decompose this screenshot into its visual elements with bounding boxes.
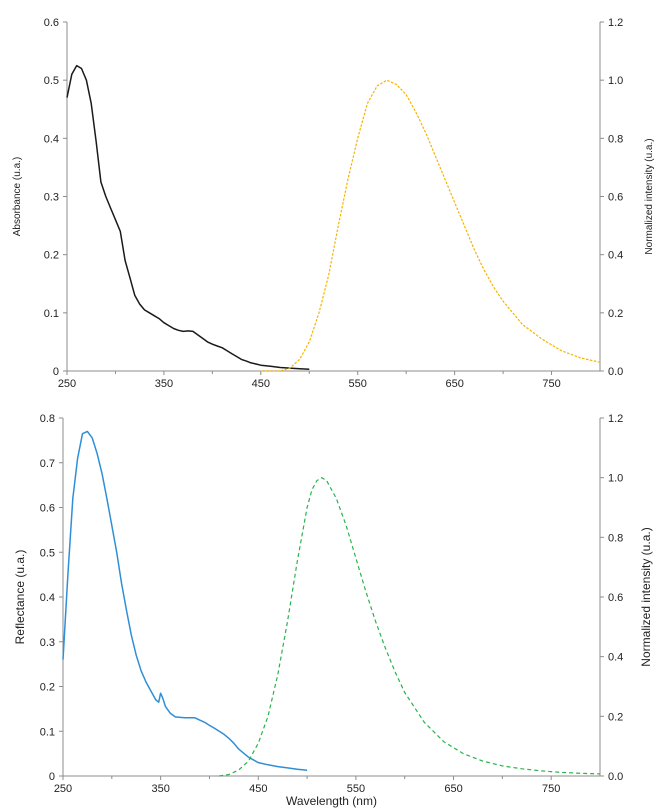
x-tick-label: 750 [542, 378, 560, 390]
reflectance-series-line [62, 430, 308, 771]
y-tick-label: 0.5 [44, 75, 59, 87]
y-tick-label: 0.8 [40, 413, 55, 425]
y-tick-label: 0 [53, 366, 59, 378]
y2-tick-label: 0.0 [608, 771, 623, 783]
y-tick-label: 0.5 [40, 547, 55, 559]
x-tick-label: 750 [542, 783, 560, 795]
x-tick-label: 250 [54, 783, 72, 795]
y-axis-title: Reflectance (u.a.) [13, 550, 27, 645]
y2-axis-title: Normalized intensity (u.a.) [644, 138, 655, 254]
y2-tick-label: 0.4 [608, 250, 623, 262]
x-tick-label: 550 [347, 783, 365, 795]
y2-tick-label: 1.0 [608, 473, 623, 485]
x-tick-label: 250 [58, 378, 76, 390]
y-tick-label: 0.2 [40, 682, 55, 694]
y2-tick-label: 0.0 [608, 366, 623, 378]
x-tick-label: 650 [445, 378, 463, 390]
x-axis-title: Wavelength (nm) [286, 794, 377, 808]
y-tick-label: 0.3 [40, 637, 55, 649]
y-tick-label: 0.7 [40, 458, 55, 470]
y-tick-label: 0.3 [44, 192, 59, 204]
emission-series-line [219, 477, 601, 777]
emission-series-line [260, 79, 601, 372]
y2-axis-title: Normalized intensity (u.a.) [639, 527, 653, 666]
absorbance-chart-panel: 250 350 450 550 650 750 0 0.1 0.2 0.3 0.4 0.5 0.6 0.0… [12, 17, 655, 390]
y-tick-label: 0.1 [44, 308, 59, 320]
y-tick-label: 0.2 [44, 250, 59, 262]
y2-tick-label: 0.4 [608, 652, 623, 664]
y2-tick-label: 0.6 [608, 192, 623, 204]
y-tick-label: 0.4 [44, 133, 59, 145]
x-tick-label: 450 [249, 783, 267, 795]
y2-tick-label: 0.2 [608, 308, 623, 320]
y2-tick-label: 0.8 [608, 133, 623, 145]
x-tick-label: 550 [349, 378, 367, 390]
x-tick-label: 350 [155, 378, 173, 390]
y-tick-label: 0.1 [40, 726, 55, 738]
reflectance-chart-panel: 250 350 450 550 650 750 0 0.1 0.2 0.3 0.4 0.5 0.6 0.7… [13, 413, 653, 808]
y-tick-label: 0.6 [40, 503, 55, 515]
y2-tick-label: 1.0 [608, 75, 623, 87]
y2-tick-label: 1.2 [608, 17, 623, 29]
y2-tick-label: 1.2 [608, 413, 623, 425]
y2-tick-label: 0.6 [608, 592, 623, 604]
y2-tick-label: 0.2 [608, 711, 623, 723]
x-tick-label: 650 [444, 783, 462, 795]
y-tick-label: 0.4 [40, 592, 55, 604]
y2-tick-label: 0.8 [608, 532, 623, 544]
y-tick-label: 0 [49, 771, 55, 783]
x-tick-label: 450 [252, 378, 270, 390]
y-axis-title: Absorbance (u.a.) [12, 157, 23, 237]
y-tick-label: 0.6 [44, 17, 59, 29]
x-tick-label: 350 [151, 783, 169, 795]
absorbance-series-line [66, 64, 310, 371]
